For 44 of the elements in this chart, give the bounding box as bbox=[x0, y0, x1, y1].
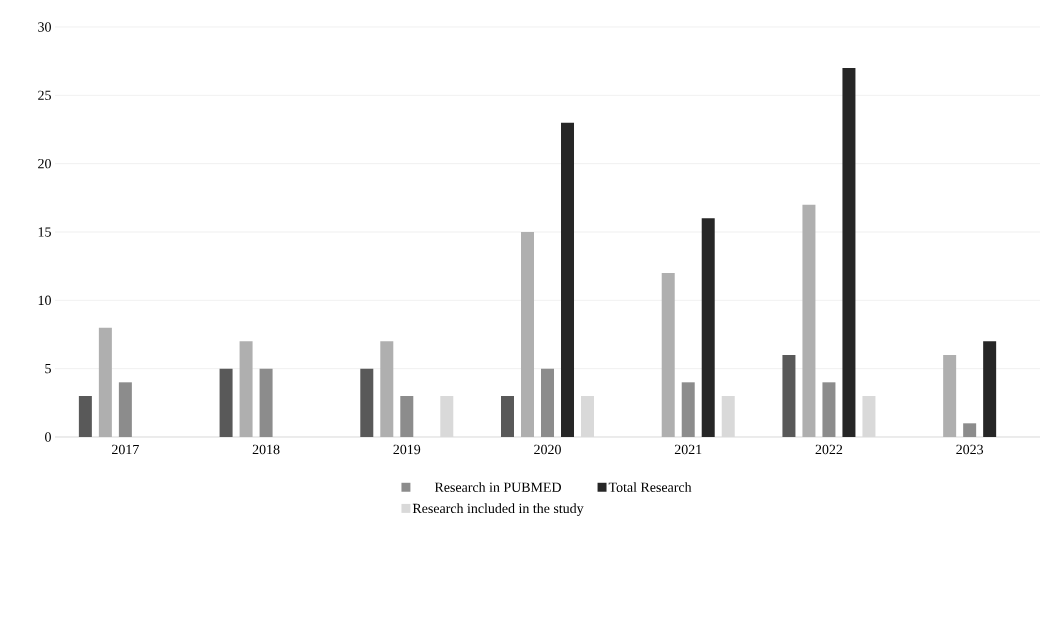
y-tick-label: 15 bbox=[38, 227, 51, 237]
y-tick-label: 10 bbox=[38, 295, 51, 306]
bar bbox=[822, 382, 836, 437]
legend-label: Research in PUBMED bbox=[434, 482, 561, 492]
bar bbox=[943, 354, 957, 437]
bar bbox=[440, 395, 454, 437]
y-tick-label: 0 bbox=[45, 432, 51, 442]
x-tick-label: 2018 bbox=[252, 444, 280, 455]
bar bbox=[521, 231, 535, 437]
bar bbox=[98, 327, 112, 437]
bar bbox=[581, 395, 595, 437]
x-tick-label: 2017 bbox=[112, 444, 139, 455]
legend-label: Research included in the study bbox=[412, 503, 584, 516]
bar bbox=[400, 395, 414, 437]
bar bbox=[983, 341, 997, 437]
legend-label: Total Research bbox=[608, 482, 692, 492]
bar bbox=[963, 423, 977, 437]
x-tick-label: 2020 bbox=[534, 444, 561, 455]
bar bbox=[721, 395, 735, 437]
bar bbox=[701, 218, 715, 437]
bar bbox=[862, 395, 876, 437]
y-tick-label: 20 bbox=[38, 158, 51, 169]
x-tick-label: 2019 bbox=[393, 444, 421, 455]
bar bbox=[259, 368, 273, 437]
bar bbox=[541, 368, 555, 437]
x-tick-label: 2022 bbox=[815, 444, 843, 455]
bar bbox=[78, 395, 92, 437]
bar bbox=[782, 354, 796, 437]
bar bbox=[118, 382, 132, 437]
bar bbox=[561, 122, 575, 437]
y-tick-label: 30 bbox=[38, 22, 51, 32]
y-tick-label: 25 bbox=[38, 90, 51, 101]
x-tick-label: 2021 bbox=[674, 444, 702, 455]
bar bbox=[219, 368, 233, 437]
bar bbox=[239, 341, 253, 437]
bar bbox=[380, 341, 394, 437]
bar bbox=[360, 368, 374, 437]
bar bbox=[681, 382, 695, 437]
x-tick-label: 2023 bbox=[956, 444, 984, 455]
bar bbox=[501, 395, 515, 437]
y-tick-label: 5 bbox=[45, 364, 51, 374]
bar bbox=[802, 204, 816, 437]
bar bbox=[661, 272, 675, 437]
bar bbox=[842, 67, 856, 437]
